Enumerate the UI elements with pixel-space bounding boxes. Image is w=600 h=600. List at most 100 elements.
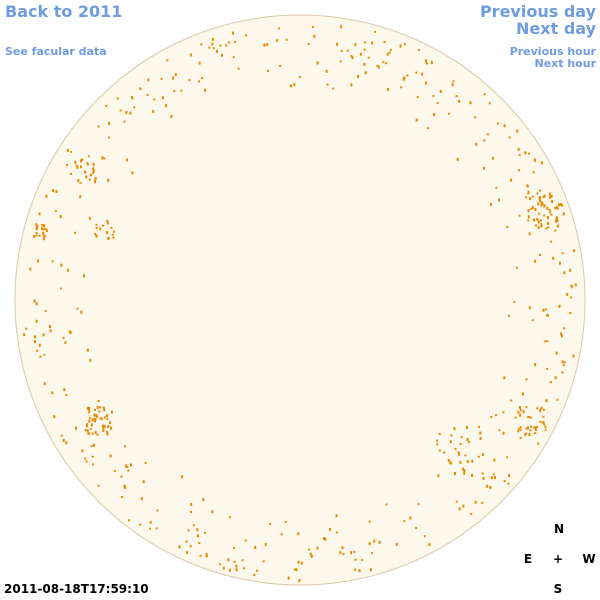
back-link[interactable]: Back to 2011 — [5, 2, 123, 21]
facula-dot — [527, 219, 530, 222]
facula-dot — [88, 419, 91, 423]
facula-dot — [530, 425, 533, 428]
facula-dot — [436, 102, 439, 105]
facula-dot — [498, 198, 500, 202]
facula-dot — [125, 464, 128, 468]
facula-dot — [447, 112, 450, 115]
facula-dot — [519, 413, 522, 417]
facula-dot — [89, 358, 92, 362]
facula-dot — [112, 230, 115, 233]
facula-dot — [570, 285, 573, 289]
facula-dot — [539, 409, 541, 413]
facula-dot — [524, 151, 527, 155]
facula-dot — [376, 65, 379, 67]
facula-dot — [111, 233, 114, 236]
facula-dot — [541, 202, 544, 206]
facula-dot — [532, 171, 535, 174]
facula-dot — [29, 267, 32, 271]
facula-dot — [91, 455, 94, 458]
facula-dot — [424, 81, 427, 85]
facula-dot — [433, 113, 436, 117]
facula-dot — [437, 474, 440, 478]
facula-dot — [232, 31, 234, 35]
facular-link[interactable]: See facular data — [5, 45, 107, 58]
facula-dot — [120, 475, 123, 478]
facula-dot — [75, 164, 78, 167]
facula-dot — [256, 569, 258, 572]
facula-dot — [527, 192, 530, 195]
facula-dot — [548, 192, 551, 196]
facula-dot — [242, 567, 245, 570]
facula-dot — [198, 61, 201, 65]
facula-dot — [377, 65, 380, 69]
facula-dot — [495, 186, 498, 189]
facula-dot — [554, 376, 557, 380]
next-day-link[interactable]: Next day — [516, 19, 596, 38]
facula-dot — [529, 416, 532, 419]
facula-dot — [558, 203, 561, 207]
facula-dot — [489, 202, 492, 206]
facula-dot — [43, 224, 46, 228]
facula-dot — [537, 202, 540, 206]
facula-dot — [126, 158, 128, 162]
facula-dot — [43, 382, 46, 386]
facula-dot — [146, 93, 149, 96]
facula-dot — [415, 527, 418, 529]
facula-dot — [350, 83, 353, 87]
facula-dot — [450, 462, 453, 465]
facula-dot — [79, 181, 82, 184]
facula-dot — [471, 473, 473, 477]
facula-dot — [423, 535, 426, 538]
facula-dot — [439, 90, 442, 93]
facula-dot — [87, 155, 90, 158]
facula-dot — [308, 548, 311, 551]
facula-dot — [294, 568, 296, 571]
facula-dot — [453, 427, 456, 431]
facula-dot — [458, 452, 461, 456]
facula-dot — [70, 172, 72, 175]
facula-dot — [103, 408, 106, 412]
facula-dot — [323, 537, 325, 540]
facula-dot — [106, 418, 109, 421]
facula-dot — [254, 545, 257, 549]
facula-dot — [221, 53, 223, 57]
facula-dot — [536, 192, 539, 195]
facula-dot — [525, 378, 528, 381]
facula-dot — [284, 521, 287, 524]
facula-dot — [139, 523, 142, 526]
facula-dot — [503, 480, 506, 482]
facula-dot — [559, 261, 561, 265]
facula-dot — [383, 41, 386, 43]
facula-dot — [94, 419, 97, 423]
facula-dot — [519, 436, 522, 439]
facula-dot — [36, 225, 39, 228]
facula-dot — [454, 472, 456, 475]
facula-dot — [98, 410, 101, 413]
facula-dot — [86, 423, 89, 427]
previous-day-link[interactable]: Previous day — [479, 2, 596, 21]
facula-dot — [555, 205, 558, 209]
facula-dot — [102, 427, 105, 431]
facula-dot — [287, 576, 290, 580]
facula-dot — [185, 540, 188, 543]
facula-dot — [497, 122, 500, 125]
next-hour-link[interactable]: Next hour — [534, 57, 597, 70]
facula-dot — [554, 207, 556, 210]
facula-dot — [539, 254, 541, 256]
facula-dot — [555, 217, 558, 220]
previous-hour-link[interactable]: Previous hour — [509, 45, 596, 58]
facula-dot — [332, 87, 335, 90]
facula-dot — [269, 523, 272, 526]
facula-dot — [90, 423, 93, 427]
facula-dot — [455, 500, 458, 503]
facula-dot — [190, 511, 192, 513]
facula-dot — [90, 445, 93, 448]
facula-dot — [130, 463, 132, 467]
facula-dot — [237, 67, 240, 70]
facula-dot — [279, 65, 282, 67]
facula-dot — [385, 62, 387, 65]
facula-dot — [91, 432, 94, 435]
facula-dot — [38, 343, 41, 347]
facula-dot — [144, 461, 147, 464]
facula-dot — [156, 509, 159, 512]
